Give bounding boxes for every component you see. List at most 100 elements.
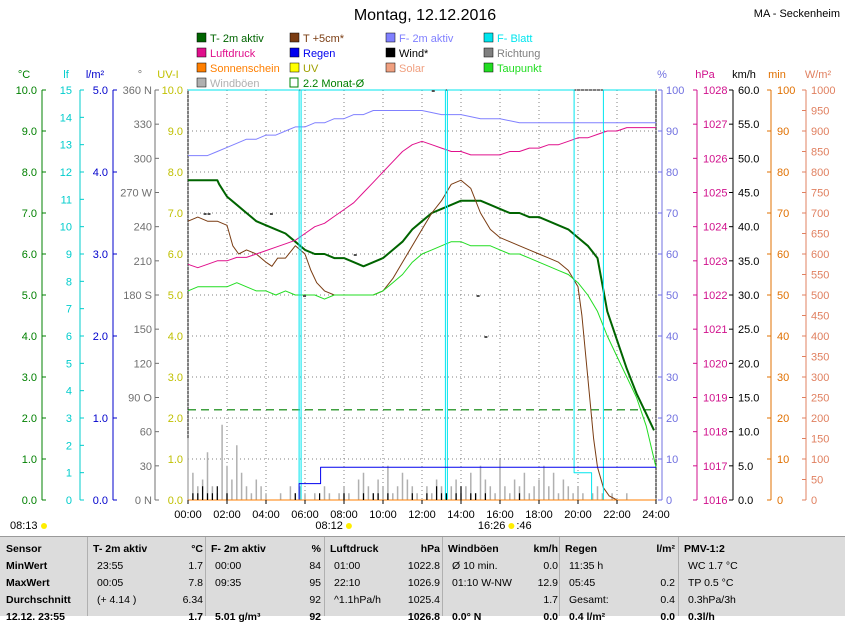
- sensor-detail: Gesamt:: [569, 594, 609, 606]
- axis-tick-label: 500: [811, 290, 829, 302]
- axis-tick-label: 9.0: [168, 126, 183, 138]
- axis-tick-label: 40: [666, 331, 678, 343]
- direction-point: [476, 295, 480, 297]
- axis-tick-label: 25.0: [738, 324, 759, 336]
- axis-tick-label: 60: [140, 427, 152, 439]
- series-bars: [192, 486, 521, 500]
- sensor-value: 0.0: [543, 611, 558, 623]
- axis-tick-label: 1025: [703, 188, 727, 200]
- sensor-row-label: MaxWert: [6, 577, 50, 589]
- axis-tick-label: 1026: [703, 153, 727, 165]
- x-tick-label: 00:00: [174, 509, 202, 521]
- sensor-separator: [442, 537, 443, 616]
- sensor-detail: 0.0° N: [452, 611, 482, 623]
- legend-item: F- Blatt: [483, 32, 532, 45]
- axis-tick-label: 1016: [703, 495, 727, 507]
- axis-tick-label: 20.0: [738, 358, 759, 370]
- axis-tick-label: 8.0: [168, 167, 183, 179]
- axis-tick-label: 45.0: [738, 188, 759, 200]
- axis-tick-label: 240: [134, 222, 152, 234]
- axis-tick-label: 150: [134, 324, 152, 336]
- axis-tick-label: 210: [134, 256, 152, 268]
- axis-tick-label: 0: [66, 495, 72, 507]
- axis-tick-label: 55.0: [738, 119, 759, 131]
- legend-swatch: [196, 47, 207, 58]
- legend-swatch: [483, 62, 494, 73]
- series-line: [187, 127, 656, 269]
- axis-tick-label: 20: [777, 413, 789, 425]
- sun-icon: [41, 523, 47, 529]
- sensor-value: 95: [309, 577, 321, 589]
- axis-tick-label: 5.0: [168, 290, 183, 302]
- sensor-value: 6.34: [182, 594, 203, 606]
- sunset-time: 16:26: [478, 520, 506, 532]
- axis-unit: min: [768, 69, 786, 81]
- axis-tick-label: 7: [66, 304, 72, 316]
- axis-tick-label: 300: [134, 153, 152, 165]
- axis-tick-label: 1021: [703, 324, 727, 336]
- axis-tick-label: 20: [666, 413, 678, 425]
- axis-tick-label: 600: [811, 249, 829, 261]
- direction-point: [269, 213, 273, 215]
- axis-tick-label: 120: [134, 358, 152, 370]
- sensor-unit: hPa: [420, 543, 440, 555]
- axis-tick-label: 90: [777, 126, 789, 138]
- legend-swatch: [196, 62, 207, 73]
- weather-chart: Montag, 12.12.2016 MA - Seckenheim T- 2m…: [10, 7, 840, 532]
- axis-tick-label: 50: [777, 290, 789, 302]
- axis-unit: °: [138, 69, 142, 81]
- sensor-value: 0.0: [543, 560, 558, 572]
- x-tick-label: 24:00: [642, 509, 670, 521]
- legend-item: Wind*: [385, 47, 429, 60]
- axis-tick-label: 1022: [703, 290, 727, 302]
- axis-tick-label: 10.0: [738, 427, 759, 439]
- legend-label: F- Blatt: [497, 33, 532, 45]
- legend-swatch: [196, 32, 207, 43]
- axis-tick-label: 5.0: [22, 290, 37, 302]
- axis-tick-label: 5: [66, 358, 72, 370]
- axis-tick-label: 60: [666, 249, 678, 261]
- legend-swatch: [289, 77, 299, 88]
- sensor-table: Sensor MinWert MaxWert Durchschnitt 12.12. 2…: [0, 536, 845, 623]
- axis-tick-label: 0.0: [168, 495, 183, 507]
- axis-unit: km/h: [732, 69, 756, 81]
- axis-tick-label: 1.0: [168, 454, 183, 466]
- legend-label: Richtung: [497, 48, 540, 60]
- sensor-unit: km/h: [533, 543, 558, 555]
- axis-tick-label: 0: [666, 495, 672, 507]
- axis-richtung: ° 0 N 30 60 90 O 120 150 180 S 210 240 270 W 300 330…: [120, 69, 159, 507]
- axis-tick-label: 1019: [703, 393, 727, 405]
- chart-legend: T- 2m aktiv T +5cm* F- 2m aktiv F- Blatt Luf…: [196, 32, 542, 90]
- sensor-detail: WC 1.7 °C: [688, 560, 738, 572]
- sensor-row-label: 12.12. 23:55: [6, 611, 65, 623]
- axis-tick-label: 30: [777, 372, 789, 384]
- sensor-detail: TP 0.5 °C: [688, 577, 734, 589]
- axis-sonne: min 0 10 20 30 40 50 60 70 80 90 100: [767, 69, 795, 507]
- axis-tick-label: 60.0: [738, 85, 759, 97]
- sensor-value: 0.2: [660, 577, 675, 589]
- x-tick-label: 12:00: [408, 509, 436, 521]
- sensor-separator: [678, 537, 679, 616]
- legend-item: Taupunkt: [483, 62, 542, 75]
- axis-tick-label: 10: [60, 222, 72, 234]
- axis-tick-label: 3: [66, 413, 72, 425]
- axis-tick-label: 70: [666, 208, 678, 220]
- sun-markers: 08:13 08:12 16:26:46: [10, 520, 532, 532]
- axis-tick-label: 1024: [703, 222, 727, 234]
- legend-label: 2.2 Monat-Ø: [303, 78, 365, 90]
- sensor-row-label: MinWert: [6, 560, 48, 572]
- axis-tick-label: 5.0: [738, 461, 753, 473]
- sensor-detail: ^1.1hPa/h: [334, 594, 381, 606]
- axis-tick-label: 150: [811, 434, 829, 446]
- axis-tick-label: 1020: [703, 358, 727, 370]
- sensor-value: 0.0: [660, 611, 675, 623]
- axis-tick-label: 1: [66, 468, 72, 480]
- sensor-value: 1025.4: [407, 594, 440, 606]
- axis-tick-label: 12: [60, 167, 72, 179]
- sensor-separator: [87, 537, 88, 616]
- sensor-detail: 5.01 g/m³: [215, 611, 261, 623]
- sensor-name: PMV-1:2: [684, 543, 725, 555]
- axis-tick-label: 50: [666, 290, 678, 302]
- day-length: :46: [516, 520, 531, 532]
- sensor-detail: 01:10 W-NW: [452, 577, 512, 589]
